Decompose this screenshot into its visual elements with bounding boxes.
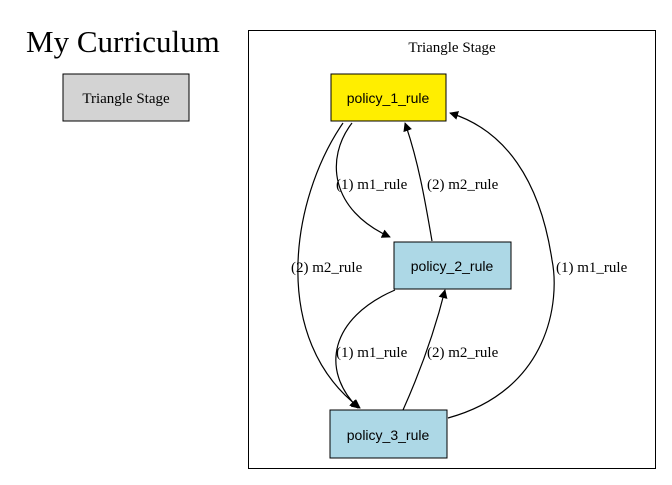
node-policy-2: policy_2_rule [393, 241, 512, 290]
node-policy-1-label: policy_1_rule [347, 90, 430, 106]
edge-p3-to-p1 [447, 111, 555, 419]
stage-cluster-label: Triangle Stage [408, 40, 496, 56]
node-policy-1-box [330, 73, 447, 122]
legend-stage-box [62, 73, 190, 122]
edge-p2-to-p3 [335, 289, 396, 409]
edge-label-p2-to-p3: (1) m1_rule [336, 345, 408, 361]
node-policy-3-box [329, 409, 448, 459]
node-policy-2-box [393, 241, 512, 290]
edge-p3-to-p2 [402, 289, 448, 411]
node-policy-3: policy_3_rule [329, 409, 448, 459]
legend-stage-label: Triangle Stage [82, 91, 170, 107]
diagram-title: My Curriculum [26, 24, 220, 59]
edge-label-p2-to-p1: (2) m2_rule [427, 177, 499, 193]
node-policy-2-label: policy_2_rule [411, 258, 494, 274]
edge-label-p1-to-p3: (2) m2_rule [291, 260, 363, 276]
edge-label-p3-to-p2: (2) m2_rule [427, 345, 499, 361]
edge-p1-to-p2 [335, 122, 391, 238]
node-policy-3-label: policy_3_rule [347, 427, 430, 443]
edge-p2-to-p1 [403, 122, 433, 242]
stage-cluster [248, 30, 656, 469]
edge-label-p3-to-p1: (1) m1_rule [556, 260, 628, 276]
edge-label-p1-to-p2: (1) m1_rule [336, 177, 408, 193]
node-policy-1: policy_1_rule [330, 73, 447, 122]
edge-p1-to-p3 [297, 122, 361, 409]
